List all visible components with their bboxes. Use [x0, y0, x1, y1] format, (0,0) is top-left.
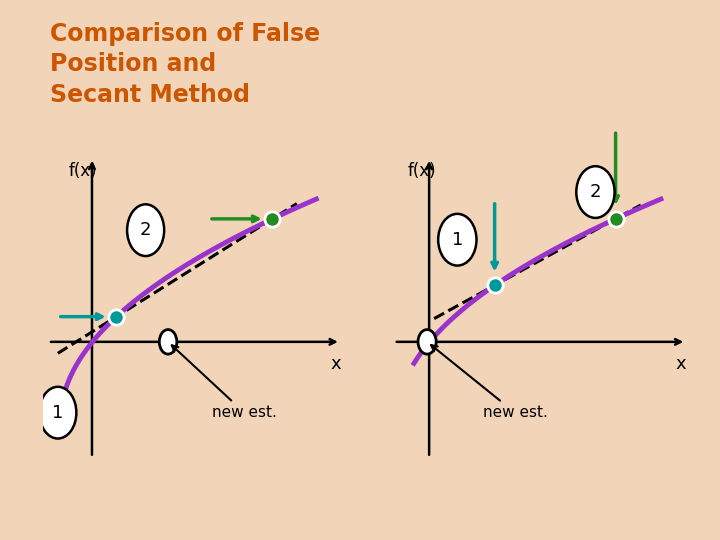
Text: 2: 2 [590, 183, 601, 201]
Text: Comparison of False
Position and
Secant Method: Comparison of False Position and Secant … [50, 22, 320, 107]
Circle shape [40, 387, 76, 438]
Circle shape [418, 329, 436, 354]
Circle shape [159, 329, 177, 354]
Text: new est.: new est. [172, 345, 276, 420]
Text: x: x [676, 355, 686, 373]
Circle shape [438, 214, 477, 266]
Circle shape [576, 166, 615, 218]
Text: 1: 1 [451, 231, 463, 249]
Text: new est.: new est. [431, 345, 547, 420]
Text: f(x): f(x) [408, 162, 436, 180]
Text: 1: 1 [52, 404, 63, 422]
Text: x: x [330, 355, 341, 373]
Text: 2: 2 [140, 221, 151, 239]
Text: f(x): f(x) [69, 162, 97, 180]
Circle shape [127, 204, 164, 256]
